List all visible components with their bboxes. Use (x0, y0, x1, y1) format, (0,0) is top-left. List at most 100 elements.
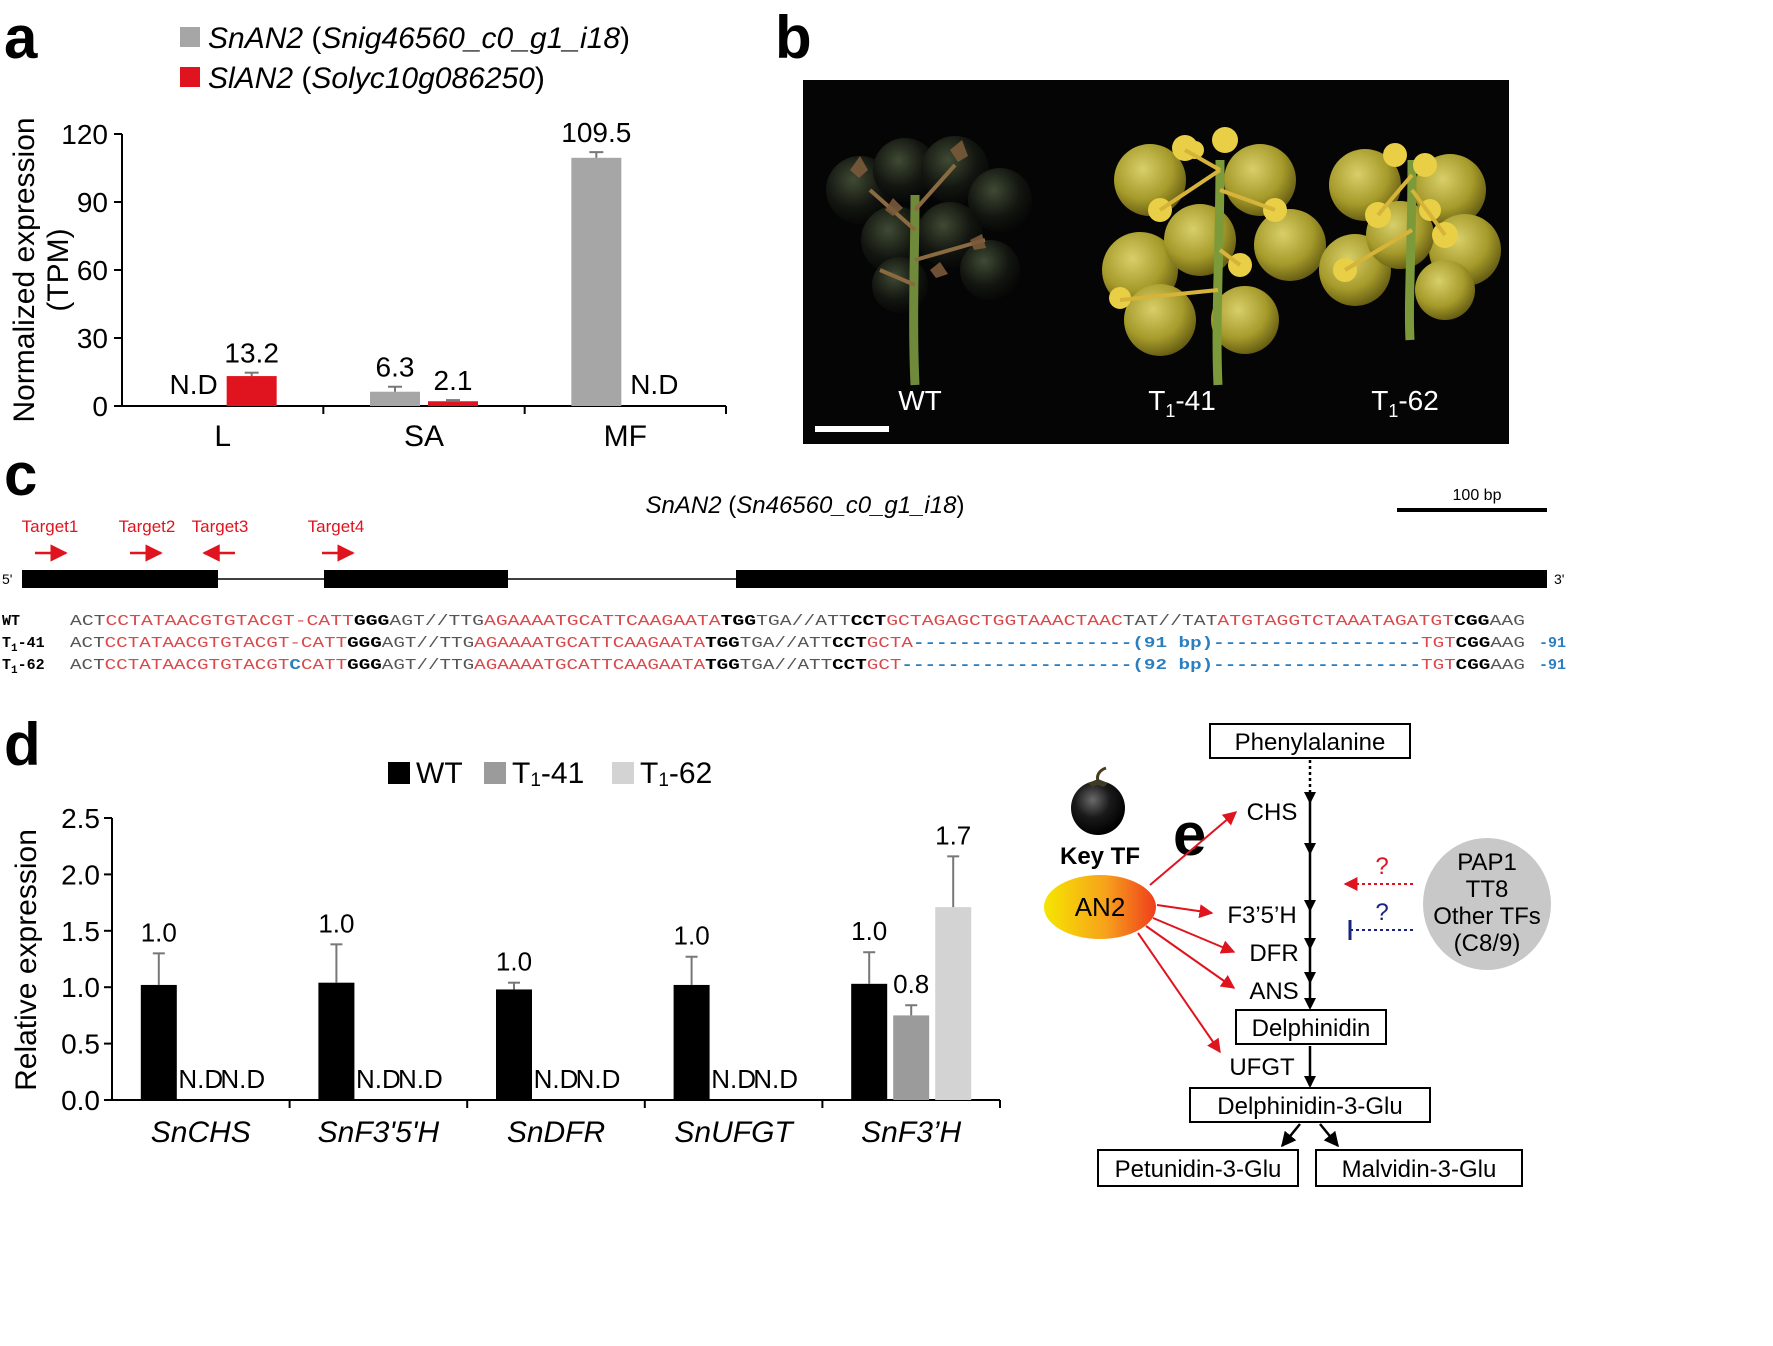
exon-3 (736, 570, 1547, 588)
panel-a-category-label: SA (404, 420, 444, 453)
sequence-segment: AGT//TTG (382, 657, 474, 674)
gene-title: SnAN2 (Sn46560_c0_g1_i18) (646, 492, 965, 519)
sequence-segment: CCT (851, 613, 886, 630)
panel-label-e: e (1173, 801, 1206, 868)
panel-d-value-label: 1.0 (674, 921, 710, 951)
panel-d-value-label: 0.8 (893, 969, 929, 999)
an2-label: AN2 (1075, 892, 1126, 922)
sequence-segment: GGG (347, 635, 382, 652)
legend-swatch-slan2 (180, 67, 200, 87)
sequence-segment: TGT (1421, 657, 1456, 674)
panel-a-bar (571, 157, 622, 406)
sequence-segment: ACT (70, 657, 105, 674)
sequence-segment: CGG (1456, 657, 1491, 674)
sequence-segment: CCT (832, 657, 867, 674)
seq-label-wt: WT (2, 613, 20, 630)
legend-label-t1-41: T1-41 (512, 757, 584, 791)
panel-d-nd-label: N.D (398, 1064, 443, 1094)
panel-a-ytick-label: 30 (77, 323, 108, 354)
sequence-segment: TGG (721, 613, 756, 630)
key-tf-label: Key TF (1060, 843, 1140, 870)
five-prime-label: 5' (2, 571, 12, 587)
other-tf-others: Other TFs (1433, 903, 1541, 930)
panel-d-nd-label: N.D (711, 1064, 756, 1094)
sequence-segment: AGT//TTG (382, 635, 474, 652)
panel-c-gene-structure: SnAN2 (Sn46560_c0_g1_i18) 100 bp Target1… (2, 487, 1566, 677)
sequence-segment: GCTAGAGCTGGTAAACTAAC (886, 613, 1123, 630)
sequence-segment: GCTA (867, 635, 913, 652)
sequence-segment: GGG (354, 613, 389, 630)
panel-d-category-label: SnDFR (507, 1116, 605, 1149)
photo-label-t1-41: T1-41 (1148, 385, 1216, 421)
panel-d-nd-label: N.D (753, 1064, 798, 1094)
deletion-size: -91 (1539, 657, 1566, 674)
sequence-segment: CGG (1456, 635, 1491, 652)
panel-d-value-label: 1.0 (851, 916, 887, 946)
panel-d-bar (851, 983, 888, 1100)
panel-a-ytick-label: 0 (92, 391, 108, 422)
photo-label-wt: WT (898, 385, 942, 416)
berry-icon (1071, 766, 1125, 835)
box-delphinidin-label: Delphinidin (1252, 1015, 1371, 1042)
sequence-segment: AAG (1490, 613, 1525, 630)
box-delphinidin-3-glu-label: Delphinidin-3-Glu (1217, 1093, 1402, 1120)
box-malvidin-3-glu-label: Malvidin-3-Glu (1342, 1156, 1497, 1183)
panel-a-bar (226, 376, 277, 406)
sequence-segment: C (289, 657, 301, 674)
sequence-segment: AAG (1490, 657, 1525, 674)
panel-d-ytick-label: 1.5 (61, 916, 100, 947)
panel-d-bar (318, 982, 355, 1100)
panel-d-value-label: 1.7 (935, 820, 971, 850)
box-petunidin-3-glu-label: Petunidin-3-Glu (1115, 1156, 1282, 1183)
enzyme-chs: CHS (1247, 799, 1298, 826)
enzyme-ans: ANS (1249, 978, 1298, 1005)
path-to-malvidin (1319, 1123, 1339, 1148)
activation-question: ? (1375, 853, 1388, 880)
panel-d-ytick-label: 1.0 (61, 972, 100, 1003)
scale-bar (815, 426, 889, 432)
panel-d-chart: WT T1-41 T1-62 Relative expression 0.0 0.… (10, 757, 1001, 1149)
panel-d-category-label: SnUFGT (674, 1116, 795, 1149)
sequence-segment: AGT//TTG (389, 613, 484, 630)
legend-swatch-wt (388, 762, 410, 784)
sequence-segment: TGG (705, 635, 740, 652)
panel-a-value-label: 2.1 (434, 365, 473, 396)
wt-berry-cluster (826, 136, 1032, 386)
sequence-segment: CCTATAACGTGTACGT (105, 657, 290, 674)
panel-d-value-label: 1.0 (318, 908, 354, 938)
panel-d-bar (935, 907, 972, 1100)
panel-label-b: b (775, 4, 812, 71)
sequence-segment: GCT (867, 657, 902, 674)
sequence-row: ACT CCTATAACGTGTACGT C CATT GGG AGT//TTG AGAAA… (70, 657, 1525, 674)
panel-a-category-label: MF (604, 420, 647, 453)
sequence-segment: ACT (70, 613, 105, 630)
sequence-row: ACT CCTATAACGTGTACGT-CATT GGG AGT//TTG AGAAA… (70, 635, 1525, 652)
panel-d-category-label: SnF3'5'H (318, 1116, 440, 1149)
sequence-segment: TGA//ATT (740, 657, 832, 674)
enzyme-f35h: F3’5’H (1227, 902, 1296, 929)
panel-d-value-label: 1.0 (496, 947, 532, 977)
panel-a-category-label: L (214, 420, 231, 453)
sequence-row: ACT CCTATAACGTGTACGT-CATT GGG AGT//TTG AGAAA… (70, 613, 1525, 630)
other-tf-pap1: PAP1 (1457, 849, 1517, 876)
legend-label-slan2: SlAN2 (Solyc10g086250) (208, 62, 545, 95)
box-phenylalanine-label: Phenylalanine (1235, 729, 1386, 756)
scale-bar-100bp (1397, 508, 1547, 512)
sequence-segment: GGG (347, 657, 382, 674)
enzyme-dfr: DFR (1249, 940, 1298, 967)
legend-label-wt: WT (416, 757, 463, 790)
sequence-segment: CCTATAACGTGTACGT-CATT (105, 613, 353, 630)
enzyme-ufgt: UFGT (1229, 1054, 1295, 1081)
panel-a-ylabel-2: (TPM) (42, 228, 75, 311)
sequence-segment: CGG (1454, 613, 1489, 630)
three-prime-label: 3' (1554, 571, 1564, 587)
panel-d-category-label: SnF3’H (861, 1116, 961, 1149)
t1-41-berry-cluster (1102, 127, 1326, 386)
panel-a-ylabel-1: Normalized expression (8, 117, 41, 422)
sequence-segment: CATT (301, 657, 347, 674)
sequence-segment: AGAAAATGCATTCAAGAATA (474, 657, 705, 674)
panel-d-nd-label: N.D (576, 1064, 621, 1094)
other-tf-c89: (C8/9) (1454, 930, 1521, 957)
other-tf-tt8: TT8 (1466, 876, 1509, 903)
